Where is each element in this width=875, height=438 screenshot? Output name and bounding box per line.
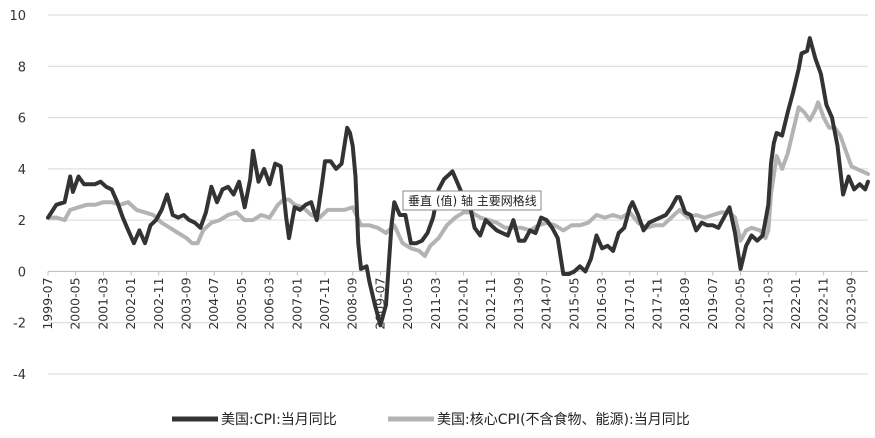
x-tick-label: 2007-11 [317, 277, 332, 329]
gridline-tooltip: 垂直 (值) 轴 主要网格线 [402, 190, 542, 211]
x-tick-label: 2002-11 [151, 277, 166, 329]
x-tick-label: 2022-01 [788, 277, 803, 329]
y-tick-label: 0 [18, 265, 26, 280]
x-tick-label: 2017-11 [649, 277, 664, 329]
x-tick-label: 2005-05 [234, 277, 249, 329]
tooltip-text: 垂直 (值) 轴 主要网格线 [408, 193, 537, 208]
x-tick-label: 2006-03 [262, 277, 277, 329]
legend-label-cpi: 美国:CPI:当月同比 [221, 412, 337, 428]
y-tick-labels: -4 -2 0 2 4 6 8 10 [9, 9, 26, 383]
x-tick-label: 2016-03 [594, 277, 609, 329]
x-tick-label: 2020-05 [733, 277, 748, 329]
x-tick-label: 2017-01 [622, 277, 637, 329]
x-tick-label: 2000-05 [68, 277, 83, 329]
x-tick-label: 1999-07 [40, 277, 55, 329]
x-tick-label: 2012-01 [456, 277, 471, 329]
y-tick-label: 2 [18, 214, 26, 229]
x-tick-label: 2002-01 [123, 277, 138, 329]
y-gridlines [48, 14, 868, 375]
x-tick-label: 2013-09 [511, 277, 526, 329]
series-line-cpi [46, 36, 870, 328]
legend-label-core-cpi: 美国:核心CPI(不含食物、能源):当月同比 [437, 411, 690, 428]
x-tick-label: 2010-05 [400, 277, 415, 329]
x-tick-label: 2022-11 [816, 277, 831, 329]
x-tick-label: 2015-05 [566, 277, 581, 329]
legend: 美国:CPI:当月同比 美国:核心CPI(不含食物、能源):当月同比 [172, 411, 690, 428]
x-tick-label: 2023-09 [843, 277, 858, 329]
x-tick-label: 2004-07 [206, 277, 221, 329]
y-tick-label: -2 [13, 317, 26, 332]
y-tick-label: -4 [13, 368, 26, 383]
y-tick-label: 10 [9, 9, 26, 24]
x-tick-label: 2012-11 [483, 277, 498, 329]
series-line-core-cpi [46, 100, 870, 258]
y-tick-label: 6 [18, 112, 26, 127]
x-tick-label: 2018-09 [677, 277, 692, 329]
y-tick-label: 4 [18, 163, 26, 178]
x-tick-label: 2019-07 [705, 277, 720, 329]
y-tick-label: 8 [18, 60, 26, 75]
x-tick-label: 2014-07 [539, 277, 554, 329]
x-tick-label: 2021-03 [760, 277, 775, 329]
x-tick-label: 2001-03 [95, 277, 110, 329]
x-tick-label: 2003-09 [179, 277, 194, 329]
x-tick-label: 2008-09 [345, 277, 360, 329]
x-tick-label: 2011-03 [428, 277, 443, 329]
x-tick-label: 2007-01 [289, 277, 304, 329]
x-tick-labels: 1999-07 2000-05 2001-03 2002-01 2002-11 2003-… [40, 271, 858, 330]
tooltip-box [402, 190, 542, 211]
series-lines [46, 36, 870, 328]
